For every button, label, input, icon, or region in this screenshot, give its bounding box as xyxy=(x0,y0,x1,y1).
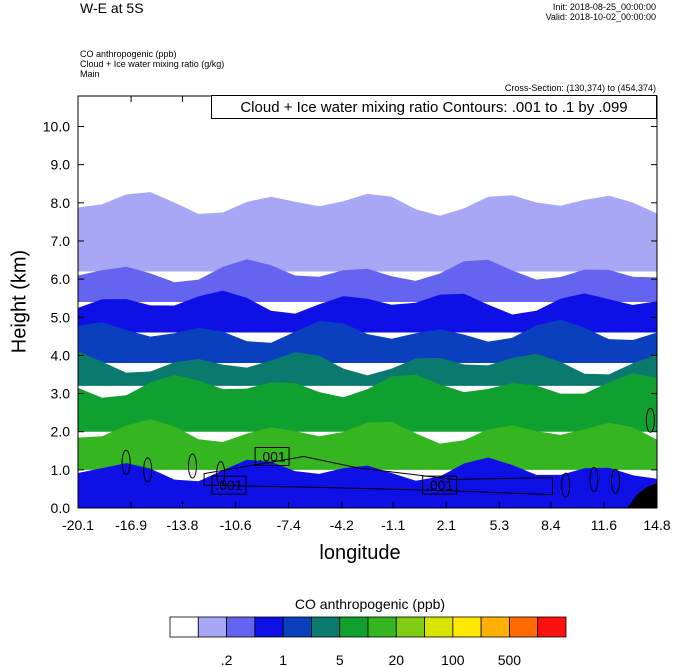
colorbar-label-3: 20 xyxy=(388,652,404,667)
co-band-7 xyxy=(78,419,657,470)
co-band-5 xyxy=(78,351,657,386)
colorbar-swatch-10 xyxy=(452,616,482,638)
colorbar-swatch-5 xyxy=(311,616,341,638)
x-tick-label-7: 2.1 xyxy=(437,517,457,533)
cloud-contour-cell-0 xyxy=(121,449,131,475)
field-co-label: CO anthropogenic (ppb) xyxy=(80,49,177,59)
cloud-contour xyxy=(203,455,553,496)
co-band-4 xyxy=(78,319,657,364)
colorbar-label-2: 5 xyxy=(336,652,344,667)
colorbar-swatch-0 xyxy=(169,616,199,638)
contour-label-2: .001 xyxy=(426,477,453,493)
colorbar-swatch-6 xyxy=(339,616,369,638)
contour-label-box-1 xyxy=(211,475,247,495)
co-band-3 xyxy=(78,290,657,333)
y-tick-label-5: 5.0 xyxy=(51,309,71,325)
co-band-1 xyxy=(78,192,657,272)
x-tick-label-1: -16.9 xyxy=(115,517,147,533)
contour-info-box: Cloud + Ice water mixing ratio Contours:… xyxy=(211,95,657,119)
colorbar-swatch-7 xyxy=(367,616,397,638)
y-tick-label-8: 8.0 xyxy=(51,195,71,211)
cross-section-label: Cross-Section: (130,374) to (454,374) xyxy=(504,83,656,93)
y-tick-label-1: 1.0 xyxy=(51,462,71,478)
cloud-contour-cell-4 xyxy=(561,472,571,498)
colorbar-swatch-12 xyxy=(509,616,539,638)
co-band-6 xyxy=(78,373,657,432)
y-tick-label-7: 7.0 xyxy=(51,233,71,249)
terrain xyxy=(627,483,657,508)
x-tick-label-3: -10.6 xyxy=(220,517,252,533)
field-cloud-label: Cloud + Ice water mixing ratio (g/kg) xyxy=(80,59,225,69)
co-band-8 xyxy=(78,457,657,508)
y-tick-label-6: 6.0 xyxy=(51,271,71,287)
x-tick-label-9: 8.4 xyxy=(541,517,561,533)
chart-title: W-E at 5S xyxy=(80,0,144,16)
contour-label-1: .001 xyxy=(215,477,242,493)
init-time: Init: 2018-08-25_00:00:00 xyxy=(552,2,656,12)
cloud-contour-cell-5 xyxy=(589,466,599,492)
x-tick-label-5: -4.2 xyxy=(330,517,354,533)
cloud-contour-cell-7 xyxy=(645,407,655,433)
y-axis-label: Height (km) xyxy=(8,249,31,354)
y-tick-label-10: 10.0 xyxy=(43,119,70,135)
y-tick-label-0: 0.0 xyxy=(51,500,71,516)
colorbar-label-0: .2 xyxy=(221,652,233,667)
cloud-contour-cell-2 xyxy=(187,453,197,479)
field-main-label: Main xyxy=(80,69,100,79)
cloud-contour-cell-3 xyxy=(216,461,226,487)
x-tick-label-4: -7.4 xyxy=(277,517,301,533)
x-tick-label-10: 11.6 xyxy=(591,517,617,533)
x-tick-label-11: 14.8 xyxy=(643,517,670,533)
x-tick-label-2: -13.8 xyxy=(167,517,199,533)
colorbar-swatch-11 xyxy=(480,616,510,638)
valid-time: Valid: 2018-10-02_00:00:00 xyxy=(545,12,656,22)
y-tick-label-3: 3.0 xyxy=(51,386,71,402)
colorbar-swatch-13 xyxy=(537,616,567,638)
colorbar-label-4: 100 xyxy=(441,652,465,667)
x-tick-label-6: -1.1 xyxy=(381,517,405,533)
colorbar-swatch-2 xyxy=(226,616,256,638)
x-tick-label-8: 5.3 xyxy=(490,517,510,533)
colorbar-swatch-4 xyxy=(282,616,312,638)
colorbar-label-5: 500 xyxy=(498,652,522,667)
y-tick-label-4: 4.0 xyxy=(51,347,71,363)
colorbar-label-1: 1 xyxy=(279,652,287,667)
colorbar-swatch-8 xyxy=(395,616,425,638)
y-tick-label-9: 9.0 xyxy=(51,157,71,173)
y-tick-label-2: 2.0 xyxy=(51,424,71,440)
colorbar-swatch-9 xyxy=(424,616,454,638)
colorbar-swatch-3 xyxy=(254,616,284,638)
colorbar-swatch-1 xyxy=(197,616,227,638)
cloud-contour-cell-6 xyxy=(611,468,621,494)
contour-label-0: .001 xyxy=(258,449,285,465)
co-band-0 xyxy=(78,96,657,203)
cloud-contour-cell-1 xyxy=(143,457,153,483)
contour-label-box-2 xyxy=(422,475,458,495)
field-info: CO anthropogenic (ppb) Cloud + Ice water… xyxy=(80,49,224,79)
contour-label-box-0 xyxy=(254,447,290,466)
x-axis-label: longitude xyxy=(319,542,401,564)
colorbar-title: CO anthropogenic (ppb) xyxy=(294,596,446,612)
x-tick-label-0: -20.1 xyxy=(62,517,94,533)
